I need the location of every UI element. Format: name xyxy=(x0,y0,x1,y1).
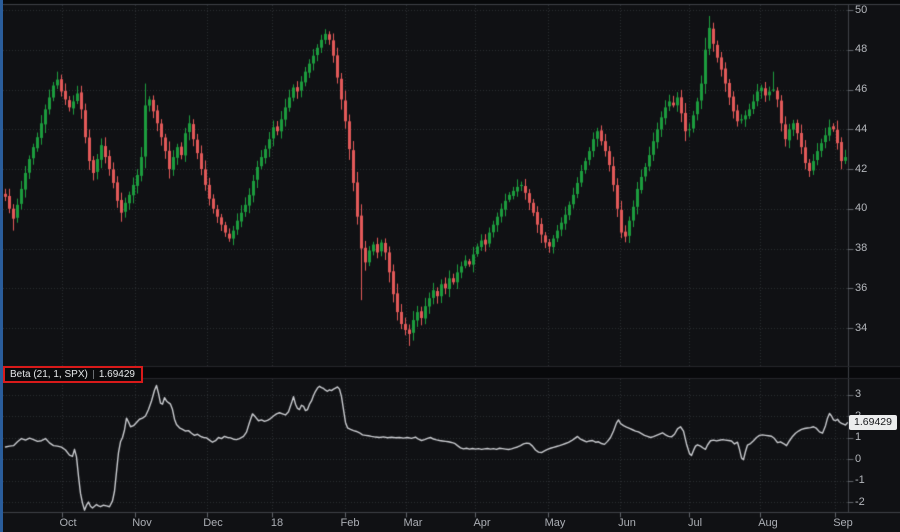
indicator-last-value-badge: 1.69429 xyxy=(849,415,897,431)
price-tick-label: 42 xyxy=(855,162,868,175)
price-tick-label: 48 xyxy=(855,43,868,56)
time-axis-label: May xyxy=(544,517,566,529)
time-axis-label: Nov xyxy=(132,517,152,529)
indicator-tick-label: -2 xyxy=(855,495,865,508)
price-tick-label: 34 xyxy=(855,321,868,334)
time-axis-label: Feb xyxy=(340,517,360,529)
price-tick-label: 36 xyxy=(855,281,868,294)
time-axis-label: Mar xyxy=(403,517,423,529)
price-tick-label: 46 xyxy=(855,83,868,95)
indicator-tick-label: 0 xyxy=(855,452,862,465)
indicator-tick-label: 3 xyxy=(855,388,862,400)
time-axis-label: Jul xyxy=(687,517,703,529)
label-divider-icon xyxy=(92,370,94,379)
time-axis-label: Jun xyxy=(618,517,636,529)
indicator-tick-label: 1 xyxy=(855,431,862,443)
price-tick-label: 40 xyxy=(855,202,868,215)
time-axis-label: Dec xyxy=(203,517,223,529)
indicator-name: Beta (21, 1, SPX) xyxy=(10,369,88,380)
time-axis-label: Sep xyxy=(833,517,853,529)
time-axis-label: Oct xyxy=(59,517,77,529)
price-tick-label: 38 xyxy=(855,242,868,254)
price-tick-label: 44 xyxy=(855,122,868,135)
left-accent-bar xyxy=(0,0,3,532)
indicator-label-box[interactable]: Beta (21, 1, SPX) 1.69429 xyxy=(3,366,143,383)
time-axis-label: Aug xyxy=(758,517,778,529)
time-axis-label: Apr xyxy=(473,517,491,529)
price-tick-label: 50 xyxy=(855,3,868,16)
time-axis-label: 18 xyxy=(270,517,284,529)
indicator-tick-label: -1 xyxy=(855,474,865,486)
indicator-value: 1.69429 xyxy=(98,369,135,380)
